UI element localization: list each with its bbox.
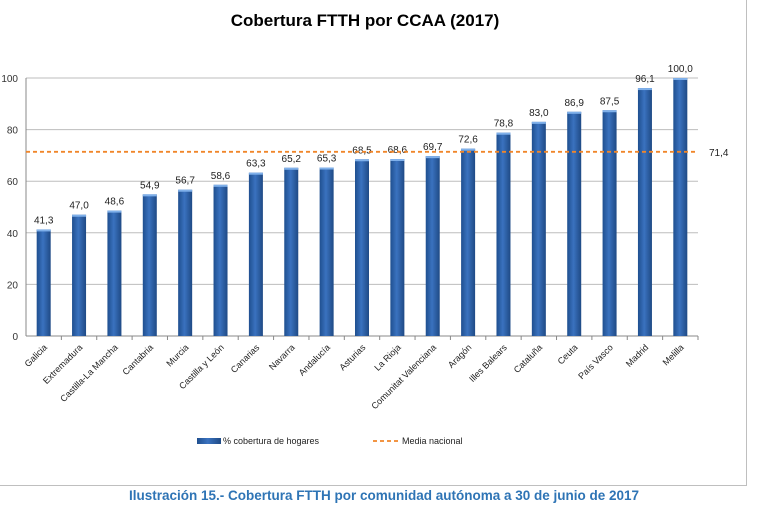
data-label: 86,9 [564, 98, 584, 109]
data-label: 41,3 [34, 215, 54, 226]
data-label: 63,3 [246, 159, 266, 170]
bar-top [142, 194, 157, 197]
data-label: 83,0 [529, 108, 549, 119]
data-label: 96,1 [635, 74, 655, 85]
x-tick-label: País Vasco [576, 342, 615, 381]
data-label: 69,7 [423, 142, 443, 153]
figure-caption: Ilustración 15.- Cobertura FTTH por comu… [128, 488, 640, 503]
data-label: 47,0 [69, 201, 89, 212]
x-tick-label: Comunitat Valenciana [369, 342, 438, 411]
bar-top [36, 229, 51, 232]
bar [602, 110, 617, 336]
bar [567, 111, 582, 336]
bar-top [531, 121, 546, 124]
data-label: 68,6 [388, 145, 408, 156]
bar-top [355, 159, 369, 162]
bar-top [213, 184, 228, 187]
x-tick-label: Illes Balears [467, 342, 509, 384]
y-tick-label: 100 [1, 74, 18, 85]
bar-top [319, 167, 334, 170]
y-tick-label: 0 [12, 332, 18, 343]
bar [248, 172, 263, 336]
x-tick-label: La Rioja [372, 342, 402, 372]
x-tick-label: Madrid [624, 342, 651, 369]
bar [284, 167, 299, 336]
bar-top [602, 110, 617, 113]
bar [319, 167, 334, 336]
x-tick-label: Cataluña [512, 342, 545, 375]
bar [142, 194, 157, 336]
chart-title: Cobertura FTTH por CCAA (2017) [231, 11, 500, 30]
average-label: 71,4 [709, 148, 729, 159]
data-label: 87,5 [600, 96, 620, 107]
data-label: 78,8 [494, 119, 514, 130]
bar-top [72, 214, 87, 217]
bar-top [390, 159, 405, 162]
bar [72, 214, 87, 336]
data-label: 54,9 [140, 180, 160, 191]
bar [461, 148, 476, 336]
x-tick-label: Cantabria [121, 342, 156, 377]
bar [213, 184, 228, 336]
bar [673, 78, 688, 336]
x-tick-label: Asturias [337, 342, 367, 372]
bar [36, 229, 51, 336]
x-tick-label: Aragón [446, 342, 474, 370]
bar [425, 156, 440, 336]
y-tick-label: 60 [7, 177, 19, 188]
bar-top [107, 210, 122, 213]
x-tick-label: Melilla [661, 342, 686, 367]
bar-top [567, 111, 582, 114]
data-label: 58,6 [211, 171, 231, 182]
bar [531, 121, 546, 336]
x-tick-label: Ceuta [556, 342, 580, 366]
x-tick-label: Canarias [229, 342, 262, 375]
bar-top [496, 132, 511, 135]
y-tick-label: 40 [7, 229, 19, 240]
bar-top [284, 167, 299, 170]
bar [178, 189, 193, 336]
bar-top [425, 156, 440, 159]
bar [496, 132, 511, 336]
bar [390, 159, 405, 336]
legend-line-label: Media nacional [402, 436, 463, 446]
bar-top [673, 78, 688, 80]
bar-top [637, 88, 652, 91]
x-tick-label: Andalucía [297, 342, 332, 377]
data-label: 68,5 [352, 145, 372, 156]
data-label: 56,7 [175, 176, 195, 187]
data-label: 72,6 [458, 135, 478, 146]
bar-top [248, 172, 263, 175]
x-tick-label: Murcia [164, 342, 190, 368]
bar [637, 88, 652, 336]
x-tick-label: Navarra [267, 342, 297, 372]
data-label: 48,6 [105, 197, 125, 208]
x-tick-label: Galicia [23, 342, 50, 369]
bar [107, 210, 122, 336]
bar [355, 159, 369, 336]
chart-frame [0, 0, 747, 486]
data-label: 65,3 [317, 154, 337, 165]
legend-bar-swatch [197, 438, 221, 444]
data-label: 65,2 [282, 154, 302, 165]
y-tick-label: 20 [7, 280, 19, 291]
data-label: 100,0 [668, 64, 693, 75]
legend-bar-label: % cobertura de hogares [223, 436, 320, 446]
bar-top [461, 148, 476, 151]
bar-top [178, 189, 193, 192]
y-tick-label: 80 [7, 126, 19, 137]
